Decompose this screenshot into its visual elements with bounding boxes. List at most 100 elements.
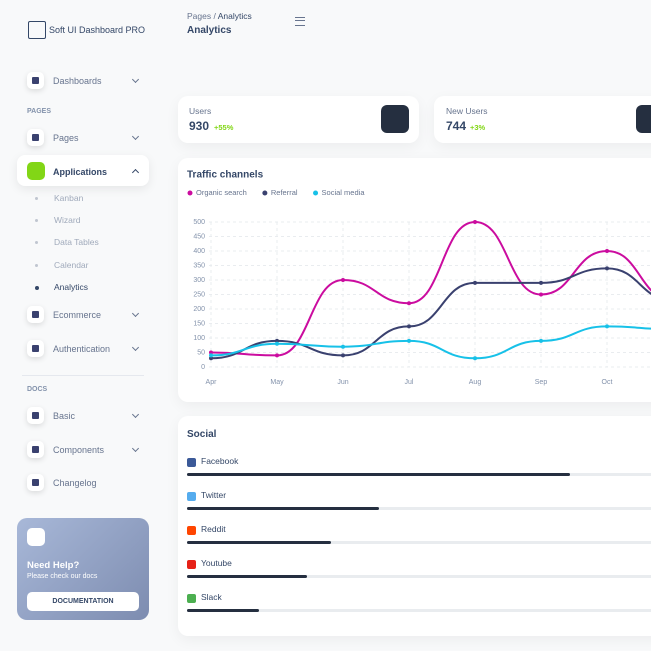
help-button[interactable]: DOCUMENTATION bbox=[27, 592, 139, 611]
stat-card: Users 930 +55% bbox=[178, 96, 419, 143]
series-line bbox=[210, 220, 651, 357]
social-icon bbox=[187, 560, 196, 569]
social-name[interactable]: Youtube bbox=[201, 558, 232, 568]
brand[interactable]: Soft UI Dashboard PRO bbox=[49, 25, 146, 35]
stat-card: New Users 744 +3% bbox=[434, 96, 651, 143]
point bbox=[275, 338, 279, 343]
social-icon bbox=[187, 526, 196, 535]
nav-icon bbox=[27, 441, 44, 458]
help-card: Need Help? Please check our docs DOCUMEN… bbox=[17, 518, 149, 620]
social-name[interactable]: Twitter bbox=[201, 490, 227, 500]
point bbox=[341, 353, 345, 358]
nav-icon-active bbox=[27, 162, 45, 180]
series-line bbox=[210, 267, 651, 360]
x-tick-label: Sep bbox=[535, 379, 548, 386]
point bbox=[605, 324, 609, 329]
progress-track bbox=[187, 507, 651, 510]
breadcrumb-root[interactable]: Pages bbox=[187, 11, 212, 21]
social-icon bbox=[187, 594, 196, 603]
point bbox=[407, 338, 411, 343]
chevron bbox=[131, 444, 140, 453]
x-tick-label: Jun bbox=[337, 379, 348, 386]
nav-item[interactable]: Basic bbox=[53, 411, 76, 421]
nav-icon bbox=[27, 72, 44, 89]
nav-item[interactable]: Components bbox=[53, 445, 105, 455]
stat-label: Users bbox=[189, 106, 212, 116]
stat-change: +55% bbox=[214, 123, 234, 132]
bullet bbox=[35, 264, 38, 267]
point bbox=[605, 266, 609, 271]
sub-item[interactable]: Calendar bbox=[54, 260, 89, 270]
progress-bar bbox=[187, 609, 259, 612]
nav-item[interactable]: Dashboards bbox=[53, 76, 102, 86]
nav-item[interactable]: Pages bbox=[53, 133, 79, 143]
y-tick-label: 200 bbox=[193, 306, 205, 313]
point bbox=[209, 350, 213, 355]
point bbox=[341, 344, 345, 349]
x-tick-label: Apr bbox=[206, 379, 218, 386]
social-name[interactable]: Reddit bbox=[201, 524, 226, 534]
progress-bar bbox=[187, 541, 331, 544]
legend-label: Referral bbox=[271, 188, 298, 197]
x-tick-label: Oct bbox=[602, 379, 613, 386]
bullet bbox=[35, 241, 38, 244]
y-tick-label: 0 bbox=[201, 364, 205, 371]
progress-bar bbox=[187, 507, 379, 510]
help-icon bbox=[27, 528, 45, 546]
point bbox=[275, 341, 279, 346]
stat-icon bbox=[381, 105, 409, 133]
y-tick-label: 400 bbox=[193, 248, 205, 255]
bullet bbox=[35, 286, 39, 290]
chevron bbox=[131, 309, 140, 318]
x-tick-label: Jul bbox=[405, 379, 414, 386]
sub-item[interactable]: Kanban bbox=[54, 193, 84, 203]
series-line bbox=[210, 325, 651, 360]
sub-item[interactable]: Analytics bbox=[54, 282, 89, 292]
help-title: Need Help? bbox=[27, 560, 80, 571]
section-heading: PAGES bbox=[27, 108, 51, 115]
divider bbox=[22, 375, 144, 376]
social-card: Social Facebook Twitter Reddit Youtube Slack bbox=[178, 416, 651, 636]
chevron bbox=[131, 343, 140, 352]
legend-swatch bbox=[262, 190, 268, 196]
point bbox=[275, 353, 279, 358]
chevron bbox=[131, 132, 140, 141]
help-text: Please check our docs bbox=[27, 573, 98, 580]
y-tick-label: 250 bbox=[193, 291, 205, 298]
y-tick-label: 100 bbox=[193, 335, 205, 342]
social-name[interactable]: Slack bbox=[201, 592, 222, 602]
social-icon bbox=[187, 458, 196, 467]
progress-track bbox=[187, 541, 651, 544]
stat-value: 744 bbox=[446, 119, 467, 133]
page-title: Analytics bbox=[187, 25, 232, 36]
chart-card: Traffic channels Organic search Referral S… bbox=[178, 158, 651, 402]
legend-swatch bbox=[313, 190, 319, 196]
nav-item[interactable]: Changelog bbox=[53, 478, 97, 488]
y-tick-label: 450 bbox=[193, 233, 205, 240]
breadcrumb-current: Analytics bbox=[217, 11, 252, 21]
nav-item[interactable]: Ecommerce bbox=[53, 310, 102, 320]
point bbox=[209, 353, 213, 358]
legend-swatch bbox=[187, 190, 193, 196]
progress-bar bbox=[187, 575, 307, 578]
nav-item[interactable]: Authentication bbox=[53, 344, 111, 354]
point bbox=[539, 280, 543, 285]
point bbox=[539, 292, 543, 297]
point bbox=[605, 249, 609, 253]
sub-item[interactable]: Data Tables bbox=[54, 237, 99, 247]
nav-icon bbox=[27, 407, 44, 424]
nav-icon bbox=[27, 129, 44, 146]
chevron bbox=[131, 75, 140, 84]
point bbox=[209, 356, 213, 361]
section-heading: DOCS bbox=[27, 386, 48, 393]
y-tick-label: 350 bbox=[193, 262, 205, 269]
menu-toggle[interactable] bbox=[295, 17, 305, 26]
social-name[interactable]: Facebook bbox=[201, 456, 239, 466]
breadcrumb-sep: / bbox=[213, 11, 216, 21]
stat-icon bbox=[636, 105, 651, 133]
nav-item[interactable]: Applications bbox=[53, 167, 108, 177]
legend-label: Organic search bbox=[196, 188, 247, 197]
chart-title: Traffic channels bbox=[187, 170, 264, 181]
breadcrumb: Pages / Analytics bbox=[187, 11, 252, 21]
sub-item[interactable]: Wizard bbox=[54, 215, 81, 225]
